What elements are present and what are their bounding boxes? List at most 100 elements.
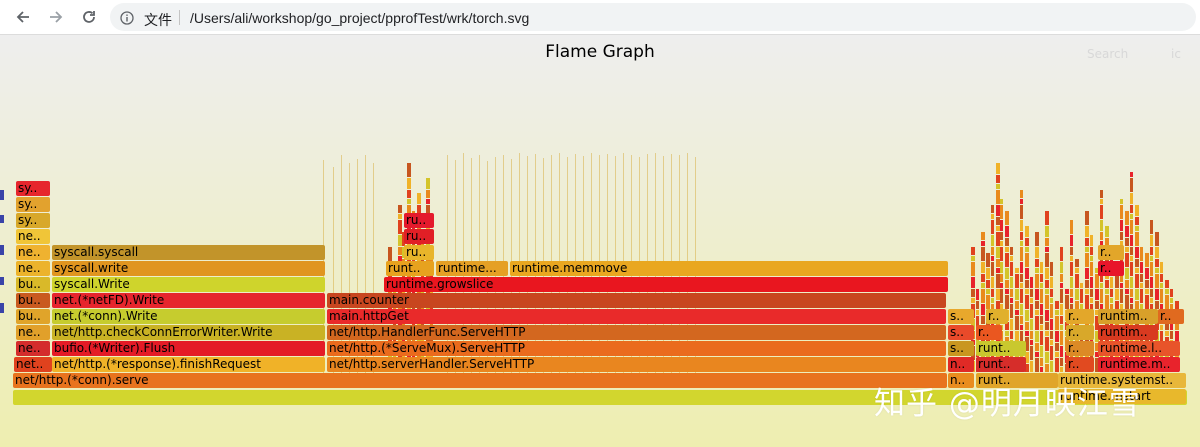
flame-frame[interactable]: runtim..	[1098, 325, 1158, 340]
flame-frame[interactable]: ne..	[16, 325, 50, 340]
flame-spike-segment	[1125, 211, 1129, 225]
flame-frame[interactable]: runtime.systemst..	[1058, 373, 1186, 388]
flame-frame[interactable]: ne..	[16, 245, 50, 260]
flame-frame[interactable]: r..	[1098, 245, 1124, 260]
flame-frame[interactable]: runt..	[976, 373, 1058, 388]
flame-frame[interactable]: net.(*netFD).Write	[52, 293, 325, 308]
flame-spike-segment	[1000, 262, 1003, 273]
flame-frame[interactable]: r..	[986, 309, 1008, 324]
flame-spike-segment	[1020, 199, 1023, 204]
flame-spike-segment	[1075, 259, 1079, 267]
flame-frame[interactable]: runt..	[976, 341, 1026, 356]
flame-frame[interactable]: net/http.HandlerFunc.ServeHTTP	[327, 325, 946, 340]
flame-frame[interactable]: runt..	[976, 357, 1026, 372]
reload-icon	[83, 11, 95, 23]
flame-frame[interactable]: ne..	[16, 261, 50, 276]
flame-frame[interactable]	[13, 390, 1187, 405]
flame-frame[interactable]: ru..	[404, 245, 434, 260]
flame-frame[interactable]: syscall.syscall	[52, 245, 325, 260]
flame-frame[interactable]: runt..	[386, 261, 434, 276]
flame-spike-segment	[1155, 274, 1159, 288]
flame-frame[interactable]: net/http.(*response).finishRequest	[52, 357, 325, 372]
flame-spike-segment	[430, 253, 433, 267]
page-info-label[interactable]: 文件	[144, 12, 172, 28]
flame-frame[interactable]: sy..	[16, 181, 50, 196]
flame-spike-segment	[1050, 304, 1053, 318]
flame-frame[interactable]: r..	[1066, 357, 1094, 372]
flame-frame[interactable]: runtime.m..	[1098, 357, 1180, 372]
flame-frame[interactable]: net.(*conn).Write	[52, 309, 325, 324]
flame-frame[interactable]: ne..	[16, 229, 50, 244]
flame-frame[interactable]: runtime.growslice	[384, 277, 948, 292]
flame-spike-segment	[1030, 319, 1033, 330]
flame-frame[interactable]: main.httpGet	[327, 309, 946, 324]
flame-spike-segment	[1005, 268, 1009, 279]
flame-frame[interactable]: r..	[1066, 309, 1094, 324]
flame-spike-segment	[1150, 319, 1153, 330]
flame-spike-segment	[971, 262, 975, 276]
flame-frame[interactable]: bu..	[16, 277, 50, 292]
flame-frame[interactable]: s..	[948, 341, 974, 356]
flame-spike-segment	[1020, 190, 1023, 198]
flame-spike-segment	[1005, 238, 1009, 246]
flame-frame[interactable]: runtime.memmove	[510, 261, 948, 276]
flame-frame[interactable]: r..	[1098, 261, 1124, 276]
flame-spike-segment	[1060, 358, 1063, 366]
flame-frame[interactable]: ru..	[404, 229, 434, 244]
flame-frame[interactable]: runtim..	[1098, 309, 1158, 324]
flame-frame[interactable]: s..	[948, 325, 974, 340]
flame-spike-segment	[1000, 274, 1003, 282]
flame-spike-segment	[991, 205, 994, 213]
flame-spike-segment	[991, 298, 994, 303]
flame-frame[interactable]: ru..	[404, 213, 434, 228]
flame-spike-segment	[1070, 256, 1073, 261]
flame-spike-segment	[1160, 274, 1163, 282]
flame-frame[interactable]: bu..	[16, 293, 50, 308]
reload-button[interactable]	[76, 4, 102, 30]
flame-spike-segment	[1085, 247, 1089, 252]
flame-spike-segment	[1005, 289, 1009, 294]
flame-frame[interactable]: net/http.checkConnErrorWriter.Write	[52, 325, 325, 340]
flame-frame[interactable]: r..	[1158, 309, 1184, 324]
flame-frame[interactable]: r..	[1066, 341, 1094, 356]
search-button[interactable]: Search	[1087, 47, 1129, 61]
flame-frame[interactable]: sy..	[16, 213, 50, 228]
flame-frame[interactable]: bufio.(*Writer).Flush	[52, 341, 325, 356]
flame-frame[interactable]: r..	[1066, 325, 1094, 340]
flame-thin-line	[333, 167, 334, 373]
forward-button[interactable]	[43, 4, 69, 30]
url-input[interactable]: 文件 /Users/ali/workshop/go_project/pprofT…	[110, 3, 1196, 31]
flame-frame[interactable]: net/http.(*ServeMux).ServeHTTP	[327, 341, 946, 356]
flame-spike-segment	[991, 247, 994, 255]
flame-frame[interactable]: runtime.mstart	[1058, 389, 1186, 404]
flame-frame[interactable]: sy..	[16, 197, 50, 212]
flame-frame[interactable]: n..	[948, 373, 974, 388]
flame-frame[interactable]: syscall.Write	[52, 277, 325, 292]
flame-spike-segment	[417, 193, 421, 204]
flame-frame[interactable]: main.counter	[327, 293, 946, 308]
flame-spike-segment	[1095, 331, 1099, 342]
flame-frame[interactable]: syscall.write	[52, 261, 325, 276]
forward-arrow-icon	[50, 11, 63, 23]
flame-frame[interactable]: r..	[976, 325, 1002, 340]
flame-spike-segment	[1130, 193, 1133, 204]
flame-spike-segment	[1025, 247, 1029, 252]
flame-frame[interactable]: runtime.l..	[1098, 341, 1180, 356]
flame-frame[interactable]: runtime...	[436, 261, 508, 276]
back-button[interactable]	[10, 4, 36, 30]
ic-button[interactable]: ic	[1171, 47, 1181, 61]
flame-frame[interactable]: bu..	[16, 309, 50, 324]
flame-spike-segment	[1010, 262, 1013, 276]
flame-spike-segment	[1025, 310, 1029, 321]
flame-frame[interactable]: net/http.(*conn).serve	[13, 373, 947, 388]
flame-frame[interactable]: n..	[948, 357, 974, 372]
flame-frame[interactable]: net..	[14, 357, 52, 372]
info-icon[interactable]	[120, 10, 134, 29]
url-text[interactable]: /Users/ali/workshop/go_project/pprofTest…	[190, 10, 530, 26]
flame-frame[interactable]: net/http.serverHandler.ServeHTTP	[327, 357, 946, 372]
flame-frame[interactable]: s..	[948, 309, 974, 324]
flame-spike-segment	[1130, 262, 1133, 276]
flame-frame[interactable]: ne..	[16, 341, 50, 356]
flame-spike-segment	[1060, 283, 1063, 288]
flame-spike-segment	[1115, 289, 1119, 300]
